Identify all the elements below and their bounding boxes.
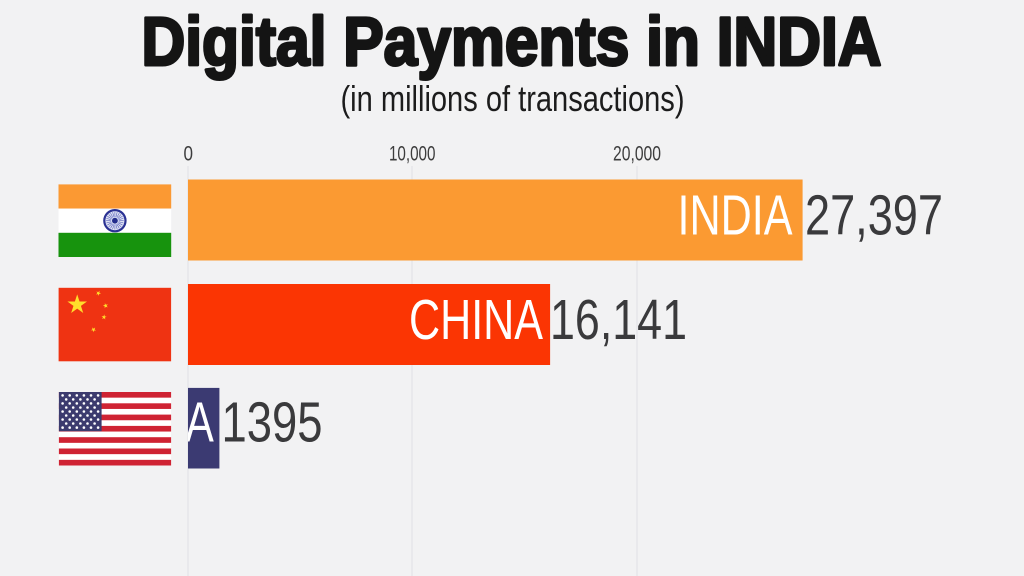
svg-text:CHINA: CHINA (409, 288, 543, 351)
svg-text:20,000: 20,000 (613, 143, 661, 166)
svg-text:1395: 1395 (222, 391, 323, 454)
svg-text:0: 0 (183, 143, 193, 166)
svg-text:INDIA: INDIA (678, 184, 793, 247)
svg-text:Digital Payments in INDIA: Digital Payments in INDIA (142, 3, 882, 80)
svg-text:27,397: 27,397 (805, 184, 943, 247)
svg-text:16,141: 16,141 (550, 288, 687, 351)
svg-text:(in millions of transactions): (in millions of transactions) (341, 78, 685, 119)
svg-text:USA: USA (126, 391, 214, 454)
svg-text:10,000: 10,000 (389, 143, 436, 166)
